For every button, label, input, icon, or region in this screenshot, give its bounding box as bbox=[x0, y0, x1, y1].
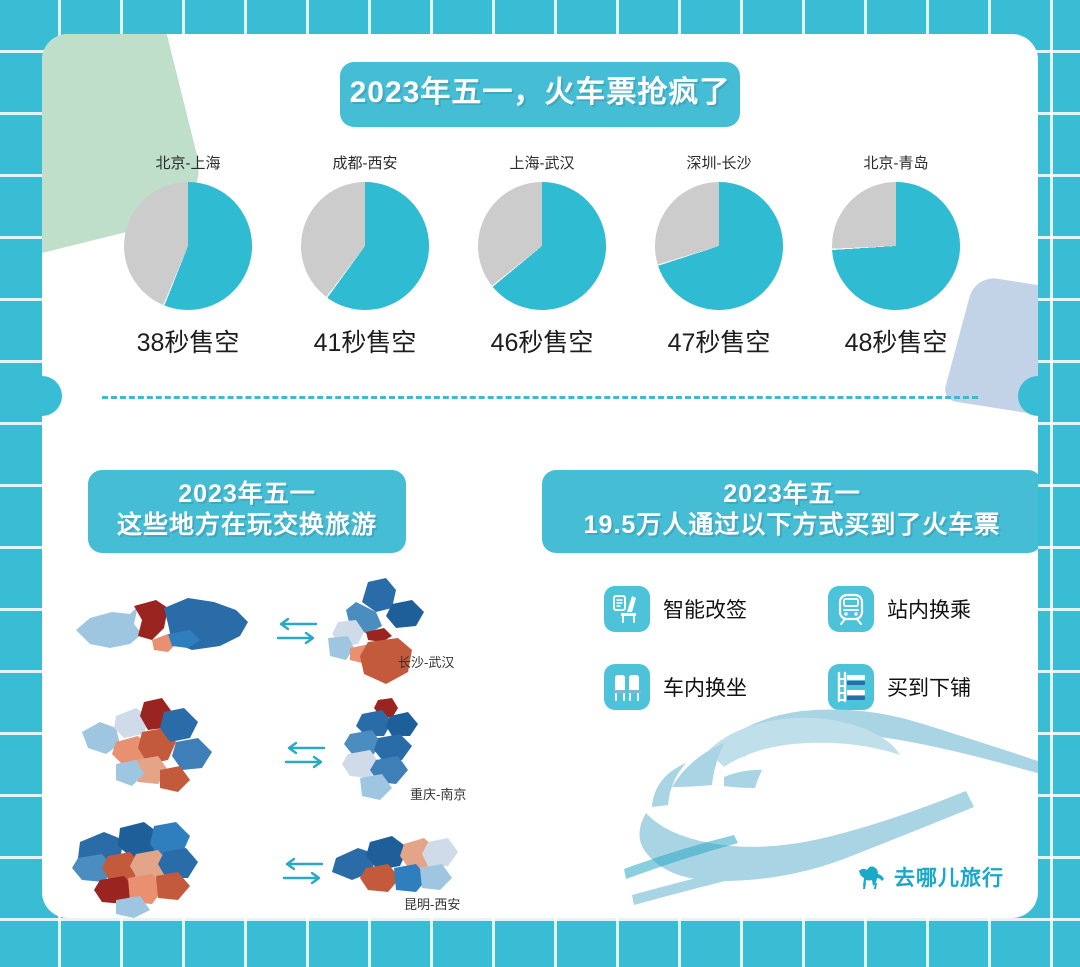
pie-chart-3 bbox=[655, 182, 783, 310]
map-pair-label: 长沙-武汉 bbox=[398, 655, 455, 670]
feature-item-lower-berth[interactable]: 买到下铺 bbox=[828, 664, 1034, 710]
feature-label: 智能改签 bbox=[663, 599, 747, 622]
camel-icon bbox=[859, 866, 884, 889]
perforation-dashed-line bbox=[102, 396, 978, 399]
pie-chart-item: 成都-西安 41秒售空 bbox=[289, 152, 441, 359]
feature-item-smart-rebooking[interactable]: 智能改签 bbox=[604, 586, 810, 632]
pie-chart-row: 北京-上海 38秒售空 成都-西安 41秒售空 上海-武汉 46秒售空 深圳-长… bbox=[112, 152, 972, 359]
ways-title-line2: 19.5万人通过以下方式买到了火车票 bbox=[583, 511, 1001, 540]
bunk-bed-icon bbox=[828, 664, 874, 710]
pie-time-label: 38秒售空 bbox=[136, 329, 240, 357]
pie-route-label: 深圳-长沙 bbox=[686, 155, 752, 172]
map-pair-label: 重庆-南京 bbox=[410, 787, 467, 802]
feature-item-station-transfer[interactable]: 站内换乘 bbox=[828, 586, 1034, 632]
map-pair-1: 重庆-南京 bbox=[62, 698, 482, 818]
map-origin-shape bbox=[76, 598, 248, 652]
map-origin-shape bbox=[82, 698, 212, 792]
exchange-arrows-icon bbox=[282, 857, 324, 885]
two-seats-icon bbox=[604, 664, 650, 710]
ways-section-title: 2023年五一 19.5万人通过以下方式买到了火车票 bbox=[542, 470, 1038, 553]
infographic-card: 2023年五一，火车票抢疯了 北京-上海 38秒售空 成都-西安 41秒售空 上… bbox=[42, 34, 1038, 918]
maps-title-line1: 2023年五一 bbox=[178, 480, 316, 508]
pie-chart-item: 深圳-长沙 47秒售空 bbox=[643, 152, 795, 359]
map-destination-shape bbox=[332, 836, 458, 892]
exchange-arrows-icon bbox=[284, 741, 326, 769]
pie-slice-filled bbox=[124, 182, 252, 310]
feature-label: 买到下铺 bbox=[887, 677, 971, 700]
exchange-travel-section: 2023年五一 这些地方在玩交换旅游 bbox=[42, 396, 512, 918]
pie-chart-item: 北京-上海 38秒售空 bbox=[112, 152, 264, 359]
page-title: 2023年五一，火车票抢疯了 bbox=[340, 62, 740, 127]
pie-chart-item: 上海-武汉 46秒售空 bbox=[466, 152, 618, 359]
exchange-arrows-icon bbox=[276, 617, 318, 645]
pie-time-label: 41秒售空 bbox=[313, 329, 417, 357]
map-pair-2: 昆明-西安 bbox=[62, 816, 482, 918]
pie-time-label: 47秒售空 bbox=[667, 329, 771, 357]
pie-slice-filled bbox=[478, 182, 606, 310]
map-pair-label: 昆明-西安 bbox=[404, 897, 461, 912]
pie-chart-item: 北京-青岛 48秒售空 bbox=[820, 152, 972, 359]
maps-title-line2: 这些地方在玩交换旅游 bbox=[116, 511, 377, 540]
purchase-methods-section: 2023年五一 19.5万人通过以下方式买到了火车票 智能改签 bbox=[512, 396, 1038, 918]
brand-logo: 去哪儿旅行 bbox=[857, 862, 1004, 892]
logo-text: 去哪儿旅行 bbox=[894, 867, 1004, 890]
map-origin-shape bbox=[72, 822, 198, 918]
train-front-icon bbox=[828, 586, 874, 632]
seat-ticket-icon bbox=[604, 586, 650, 632]
ways-title-line1: 2023年五一 bbox=[723, 480, 861, 508]
feature-grid: 智能改签 站内换乘 bbox=[604, 586, 1034, 710]
map-destination-shape bbox=[342, 698, 418, 800]
pie-route-label: 北京-上海 bbox=[155, 155, 221, 172]
pie-chart-4 bbox=[832, 182, 960, 310]
pie-route-label: 成都-西安 bbox=[332, 155, 398, 172]
feature-label: 车内换坐 bbox=[663, 677, 747, 700]
pie-slice-filled bbox=[301, 182, 429, 310]
pie-slice-filled bbox=[655, 182, 783, 310]
pie-route-label: 上海-武汉 bbox=[509, 155, 575, 172]
pie-route-label: 北京-青岛 bbox=[863, 155, 929, 172]
feature-item-seat-swap[interactable]: 车内换坐 bbox=[604, 664, 810, 710]
map-destination-shape bbox=[328, 578, 424, 684]
feature-label: 站内换乘 bbox=[887, 599, 971, 622]
map-pair-0: 长沙-武汉 bbox=[62, 578, 482, 698]
pie-chart-1 bbox=[301, 182, 429, 310]
perforation-notch-left bbox=[42, 376, 62, 416]
pie-slice-filled bbox=[832, 182, 960, 310]
pie-chart-0 bbox=[124, 182, 252, 310]
maps-section-title: 2023年五一 这些地方在玩交换旅游 bbox=[88, 470, 406, 553]
pie-chart-2 bbox=[478, 182, 606, 310]
perforation-notch-right bbox=[1018, 376, 1038, 416]
ticket-perforation-divider bbox=[42, 376, 1038, 416]
pie-time-label: 46秒售空 bbox=[490, 329, 594, 357]
pie-time-label: 48秒售空 bbox=[844, 329, 948, 357]
